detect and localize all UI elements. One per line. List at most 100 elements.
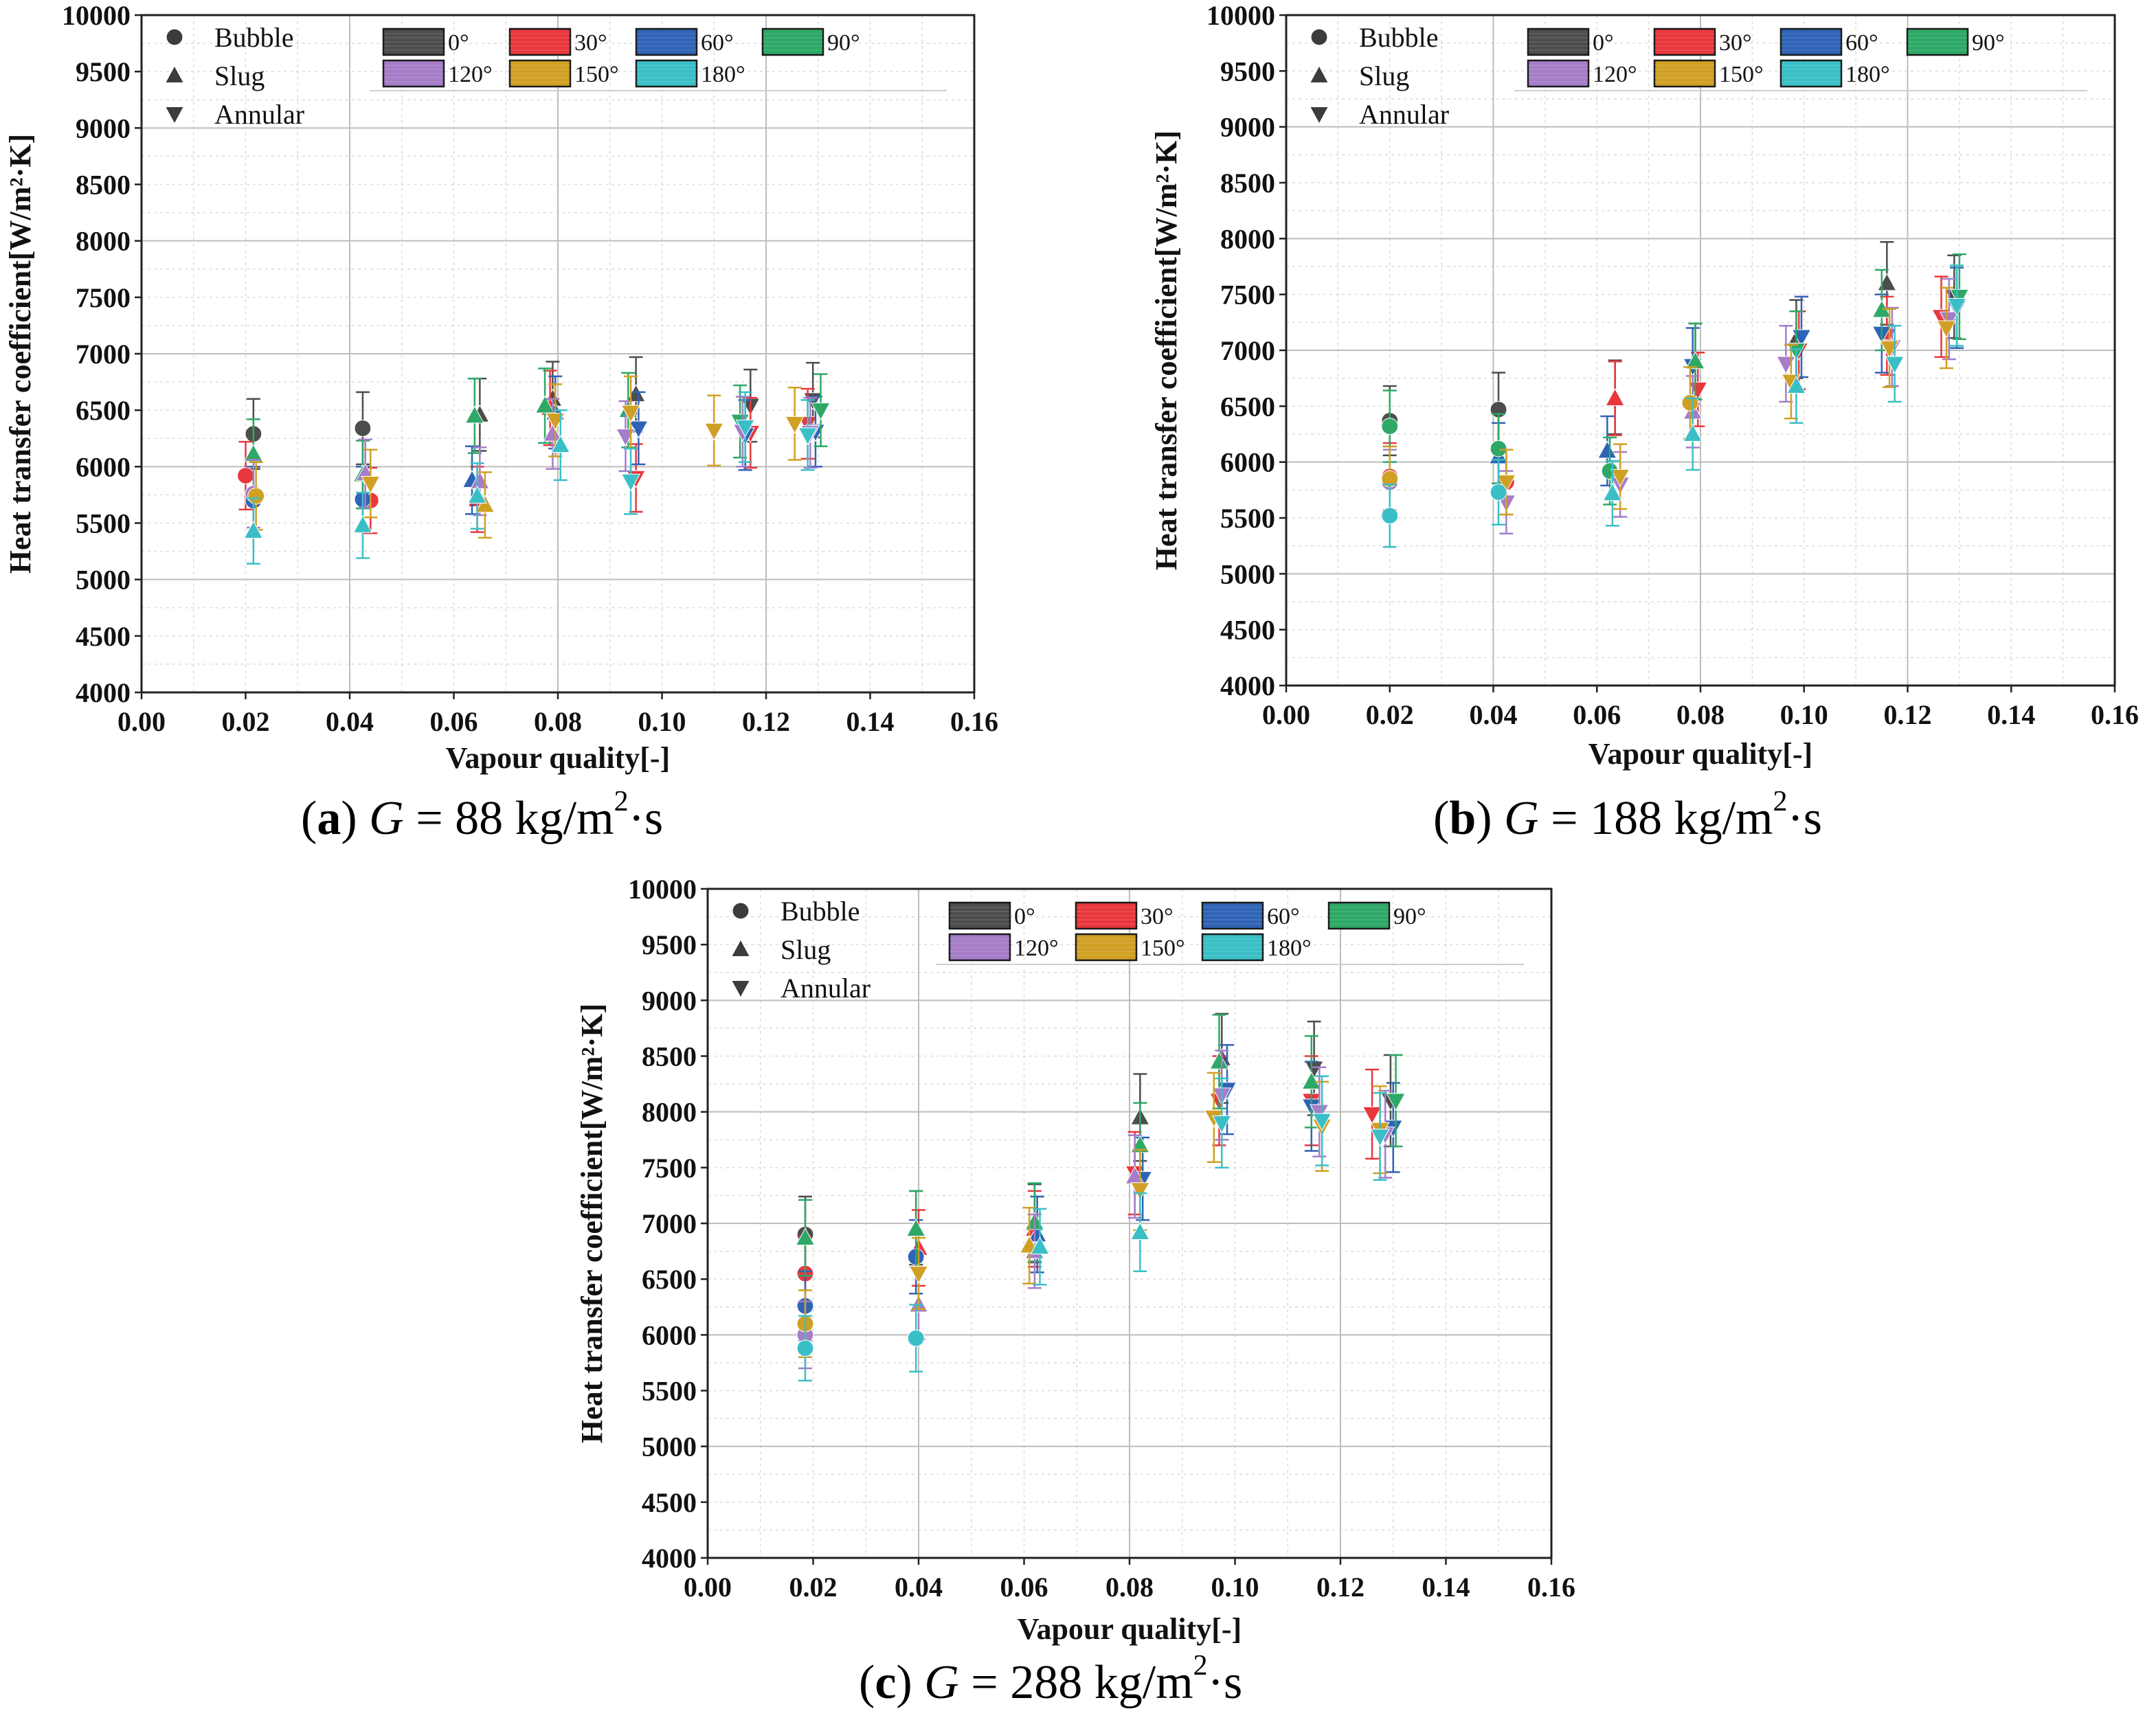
x-tick-label: 0.08 [1676, 699, 1725, 730]
data-point-annular [1386, 1093, 1406, 1111]
legend-label-slug: Slug [781, 934, 831, 965]
y-tick-label: 7000 [76, 339, 131, 370]
legend-angle-label: 30° [1141, 904, 1174, 929]
x-tick-label: 0.12 [742, 706, 790, 737]
y-tick-label: 5500 [76, 508, 131, 539]
legend-marker-bubble [732, 902, 750, 920]
x-tick-label: 0.16 [2091, 699, 2139, 730]
data-point-slug [1130, 1221, 1150, 1240]
data-point-slug [906, 1219, 926, 1237]
y-tick-label: 4000 [76, 677, 131, 708]
legend-swatch [1075, 901, 1138, 930]
y-tick-label: 9000 [642, 985, 697, 1016]
data-point-slug [1786, 376, 1806, 394]
y-tick-label: 7500 [1220, 280, 1275, 310]
legend-angle-label: 180° [1845, 62, 1890, 87]
y-tick-label: 8000 [76, 226, 131, 257]
data-point-bubble [1681, 394, 1699, 411]
data-point-slug [795, 1227, 816, 1246]
data-point-annular [1939, 311, 1959, 330]
legend-angle-label: 150° [1141, 936, 1185, 961]
data-points [795, 1012, 1406, 1382]
x-tick-label: 0.10 [638, 706, 686, 737]
data-point-slug [1683, 423, 1703, 442]
legend-angle-label: 120° [1593, 62, 1637, 87]
data-point-annular [1610, 468, 1630, 487]
y-tick-label: 8500 [1220, 168, 1275, 199]
legend-swatch [1327, 901, 1391, 930]
data-point-annular [1946, 297, 1967, 316]
x-tick-label: 0.00 [1262, 699, 1310, 730]
data-point-bubble [1381, 418, 1399, 435]
y-tick-label: 7000 [1220, 335, 1275, 366]
y-tick-label: 6000 [1220, 447, 1275, 478]
y-tick-label: 5000 [1220, 558, 1275, 589]
data-point-bubble [1381, 507, 1399, 525]
legend-label-slug: Slug [1359, 60, 1409, 91]
legend-label-bubble: Bubble [781, 896, 860, 927]
legend-angle-label: 60° [1845, 30, 1878, 56]
data-point-slug [1605, 387, 1625, 406]
caption-b: (b) G = 188 kg/m2·s [1433, 786, 1823, 845]
legend-marker-annular [164, 106, 185, 125]
y-tick-label: 5000 [76, 565, 131, 596]
y-tick-label: 4500 [642, 1487, 697, 1518]
data-point-annular [620, 405, 641, 423]
y-axis-label: Heat transfer coefficient[W/m²·K] [1149, 131, 1183, 570]
legend-marker-annular [730, 980, 751, 999]
legend-angle-label: 30° [1719, 30, 1752, 56]
legend-marker-bubble [1310, 28, 1328, 46]
y-tick-label: 8500 [642, 1041, 697, 1072]
data-point-slug [535, 395, 555, 414]
data-point-annular [1936, 320, 1957, 339]
y-tick-label: 7500 [642, 1153, 697, 1184]
legend-angle-label: 60° [701, 30, 734, 56]
y-axis-label: Heat transfer coefficient[W/m²·K] [575, 1004, 609, 1443]
data-point-slug [1602, 483, 1623, 501]
legend-swatch [508, 27, 572, 56]
y-tick-label: 10000 [628, 874, 697, 905]
y-tick-label: 7500 [76, 282, 131, 313]
x-axis-label: Vapour quality[-] [446, 741, 670, 775]
data-points [237, 356, 831, 565]
legend-swatch [1201, 933, 1264, 962]
legend-marker-slug [1309, 65, 1329, 83]
data-point-bubble [237, 467, 254, 484]
data-point-annular [1370, 1129, 1390, 1147]
y-tick-label: 7000 [642, 1208, 697, 1239]
legend-angle-label: 0° [1014, 904, 1035, 929]
legend-angle-label: 120° [448, 62, 493, 87]
data-point-annular [908, 1266, 929, 1285]
y-tick-label: 10000 [1206, 0, 1275, 31]
legend-angle-label: 180° [1267, 936, 1312, 961]
legend-swatch [1906, 27, 1969, 56]
data-point-annular [1212, 1115, 1232, 1133]
legend-swatch [1201, 901, 1264, 930]
data-point-slug [1685, 351, 1705, 370]
legend-angle-label: 90° [1393, 904, 1426, 929]
y-tick-label: 9500 [642, 929, 697, 960]
legend-label-annular: Annular [1359, 99, 1449, 130]
caption-c: (c) G = 288 kg/m2·s [859, 1650, 1243, 1709]
legend-swatch [948, 901, 1011, 930]
legend-label-annular: Annular [781, 973, 871, 1004]
data-point-bubble [247, 487, 265, 505]
legend-label-annular: Annular [214, 99, 304, 130]
x-tick-label: 0.08 [534, 706, 582, 737]
data-point-annular [1362, 1106, 1382, 1124]
legend-swatch [1075, 933, 1138, 962]
x-tick-label: 0.10 [1211, 1572, 1259, 1603]
data-point-slug [352, 514, 373, 533]
y-tick-label: 4500 [1220, 615, 1275, 646]
x-tick-label: 0.04 [326, 706, 374, 737]
y-tick-label: 6500 [642, 1264, 697, 1295]
data-points [1381, 240, 1970, 548]
y-tick-label: 4500 [76, 621, 131, 652]
y-tick-label: 9500 [1220, 56, 1275, 87]
data-point-slug [464, 405, 484, 424]
y-tick-label: 9000 [76, 113, 131, 144]
x-tick-label: 0.14 [1422, 1572, 1470, 1603]
legend-angle-label: 0° [448, 30, 469, 56]
legend-swatch [635, 59, 698, 88]
